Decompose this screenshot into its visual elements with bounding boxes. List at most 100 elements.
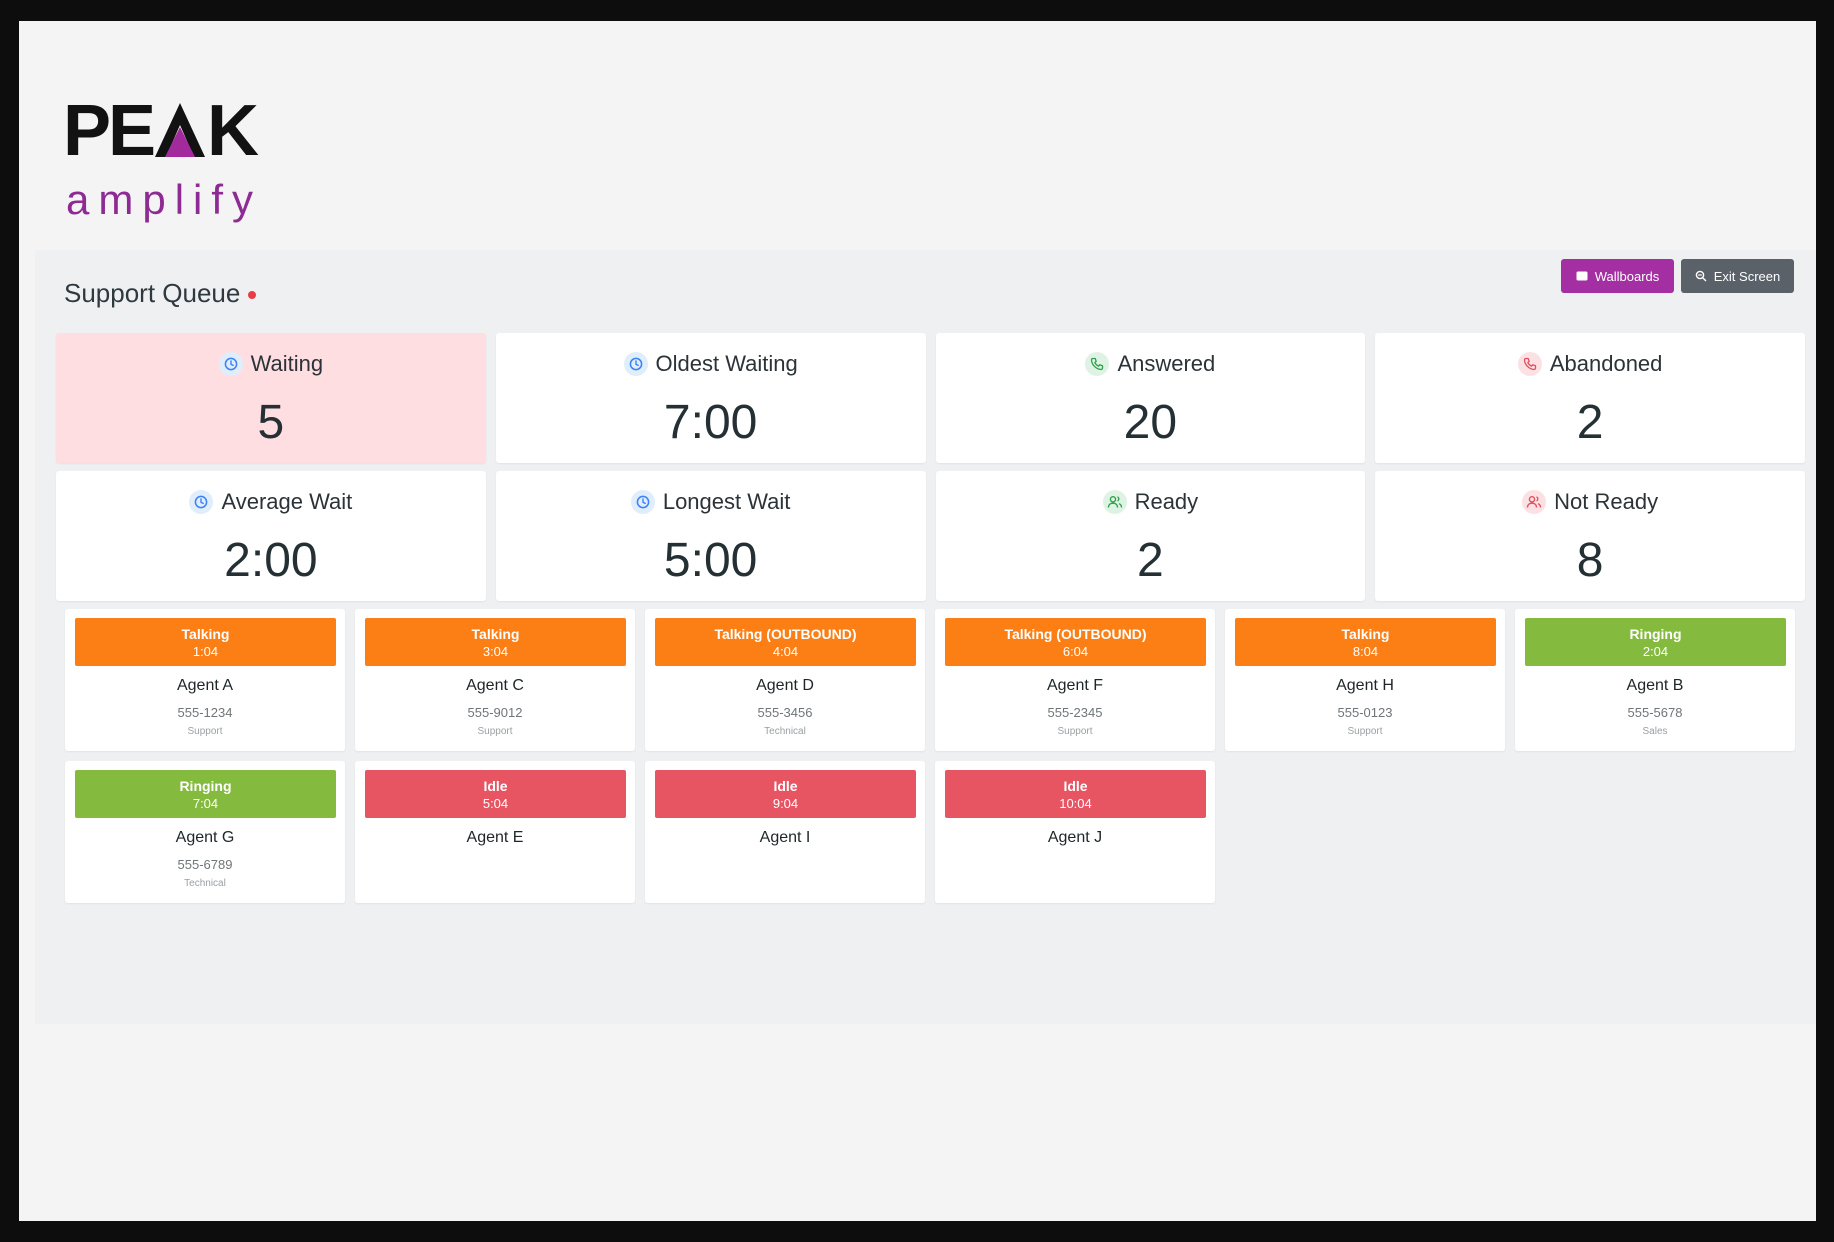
agent-status-banner: Idle 5:04: [365, 770, 626, 818]
agent-name: Agent C: [466, 677, 524, 694]
agent-status-banner: Idle 10:04: [945, 770, 1206, 818]
agent-status-label: Ringing: [1629, 625, 1682, 642]
agent-phone: 555-9012: [467, 705, 523, 720]
agent-card-agent-d[interactable]: Talking (OUTBOUND) 4:04 Agent D 555-3456 T…: [645, 609, 925, 751]
stat-header: Longest Wait: [496, 489, 926, 515]
agent-phone: 555-6789: [177, 857, 233, 872]
stat-label: Oldest Waiting: [655, 351, 798, 376]
agent-status-label: Idle: [773, 777, 798, 794]
stat-card-oldest-waiting: Oldest Waiting 7:00: [495, 333, 926, 463]
wallboard-screen: PE K amplify Support Queue Wallboards Exi…: [19, 21, 1816, 1221]
agent-card-agent-g[interactable]: Ringing 7:04 Agent G 555-6789 Technical: [65, 761, 345, 903]
stat-label: Longest Wait: [662, 489, 791, 514]
stat-header: Average Wait: [56, 489, 486, 515]
agent-status-banner: Ringing 7:04: [75, 770, 336, 818]
agent-department: Sales: [1642, 726, 1668, 737]
agent-name: Agent J: [1047, 829, 1103, 846]
agent-status-timer: 6:04: [1062, 643, 1089, 659]
stat-value: 7:00: [663, 396, 758, 449]
peak-amplify-logo: PE K amplify: [63, 95, 263, 225]
agent-status-timer: 7:04: [192, 795, 219, 811]
logo-subtitle: amplify: [66, 176, 263, 223]
queue-title: Support Queue: [64, 278, 257, 309]
stat-value: 2: [1137, 534, 1164, 587]
exit-screen-button-label: Exit Screen: [1713, 268, 1781, 284]
agent-phone: 555-3456: [757, 705, 813, 720]
agent-card-agent-h[interactable]: Talking 8:04 Agent H 555-0123 Support: [1225, 609, 1505, 751]
stat-card-abandoned: Abandoned 2: [1375, 333, 1805, 463]
queue-dashboard: Support Queue Wallboards Exit Screen Wai…: [35, 250, 1816, 1024]
stat-header: Abandoned: [1375, 351, 1805, 377]
stat-value: 5:00: [663, 534, 758, 587]
phone-icon: [1517, 352, 1542, 376]
users-icon: [1102, 490, 1127, 514]
stat-value: 2: [1576, 396, 1604, 449]
stat-value: 2:00: [224, 534, 318, 587]
agent-status-timer: 10:04: [1059, 795, 1092, 811]
exit-screen-button[interactable]: Exit Screen: [1681, 259, 1794, 293]
agent-status-label: Talking: [181, 625, 230, 642]
stat-label: Answered: [1117, 351, 1216, 376]
agent-name: Agent G: [175, 829, 235, 846]
agent-status-label: Idle: [1063, 777, 1088, 794]
agent-status-timer: 4:04: [772, 643, 799, 659]
agent-name: Agent B: [1626, 677, 1684, 694]
agent-name: Agent I: [759, 829, 811, 846]
agent-card-agent-e[interactable]: Idle 5:04 Agent E: [355, 761, 635, 903]
wallboards-button[interactable]: Wallboards: [1561, 259, 1674, 293]
agent-status-timer: 1:04: [192, 643, 219, 659]
stat-card-longest-wait: Longest Wait 5:00: [495, 471, 926, 601]
screen-icon: [1576, 271, 1588, 281]
stat-card-average-wait: Average Wait 2:00: [56, 471, 486, 601]
agent-card-agent-a[interactable]: Talking 1:04 Agent A 555-1234 Support: [65, 609, 345, 751]
clock-icon: [218, 352, 243, 376]
queue-title-text: Support Queue: [64, 278, 241, 308]
agent-status-label: Idle: [483, 777, 508, 794]
agent-status-banner: Talking (OUTBOUND) 4:04: [655, 618, 916, 666]
stat-card-not-ready: Not Ready 8: [1375, 471, 1805, 601]
stat-label: Waiting: [250, 351, 324, 376]
wallboards-button-label: Wallboards: [1594, 268, 1660, 284]
agent-card-agent-i[interactable]: Idle 9:04 Agent I: [645, 761, 925, 903]
stat-label: Not Ready: [1554, 489, 1659, 514]
agent-status-timer: 8:04: [1352, 643, 1379, 659]
agent-department: Support: [1057, 726, 1093, 737]
agent-card-agent-b[interactable]: Ringing 2:04 Agent B 555-5678 Sales: [1515, 609, 1795, 751]
stat-label: Average Wait: [221, 489, 353, 514]
agent-status-grid: Talking 1:04 Agent A 555-1234 Support Talk…: [65, 609, 1796, 903]
agent-department: Support: [1347, 726, 1383, 737]
agent-card-agent-f[interactable]: Talking (OUTBOUND) 6:04 Agent F 555-2345 S…: [935, 609, 1215, 751]
logo-a-mark: [153, 99, 207, 157]
stat-header: Not Ready: [1375, 489, 1805, 515]
agent-phone: 555-2345: [1047, 705, 1103, 720]
agent-department: Support: [477, 726, 513, 737]
agent-status-label: Talking (OUTBOUND): [714, 625, 857, 642]
agent-department: Technical: [764, 726, 806, 737]
agent-card-agent-j[interactable]: Idle 10:04 Agent J: [935, 761, 1215, 903]
agent-status-timer: 3:04: [482, 643, 509, 659]
stat-header: Waiting: [56, 351, 486, 377]
agent-name: Agent F: [1046, 677, 1104, 694]
agent-status-timer: 9:04: [772, 795, 799, 811]
agent-status-banner: Ringing 2:04: [1525, 618, 1786, 666]
stat-card-answered: Answered 20: [935, 333, 1366, 463]
zoom-out-icon: [1695, 270, 1707, 282]
agent-card-agent-c[interactable]: Talking 3:04 Agent C 555-9012 Support: [355, 609, 635, 751]
agent-status-timer: 5:04: [482, 795, 509, 811]
live-indicator-dot: [248, 291, 257, 300]
agent-phone: 555-5678: [1627, 705, 1683, 720]
stat-label: Ready: [1134, 489, 1199, 514]
agent-name: Agent H: [1336, 677, 1394, 694]
stat-header: Oldest Waiting: [496, 351, 926, 377]
users-icon: [1522, 490, 1547, 514]
stat-header: Answered: [936, 351, 1366, 377]
clock-icon: [630, 490, 655, 514]
stat-label: Abandoned: [1549, 351, 1663, 376]
agent-status-banner: Talking 1:04: [75, 618, 336, 666]
agent-department: Technical: [184, 878, 226, 889]
agent-status-label: Talking: [1341, 625, 1390, 642]
clock-icon: [189, 490, 214, 514]
logo-wordmark: PE K: [63, 91, 259, 171]
agent-status-banner: Talking 3:04: [365, 618, 626, 666]
agent-status-banner: Talking (OUTBOUND) 6:04: [945, 618, 1206, 666]
